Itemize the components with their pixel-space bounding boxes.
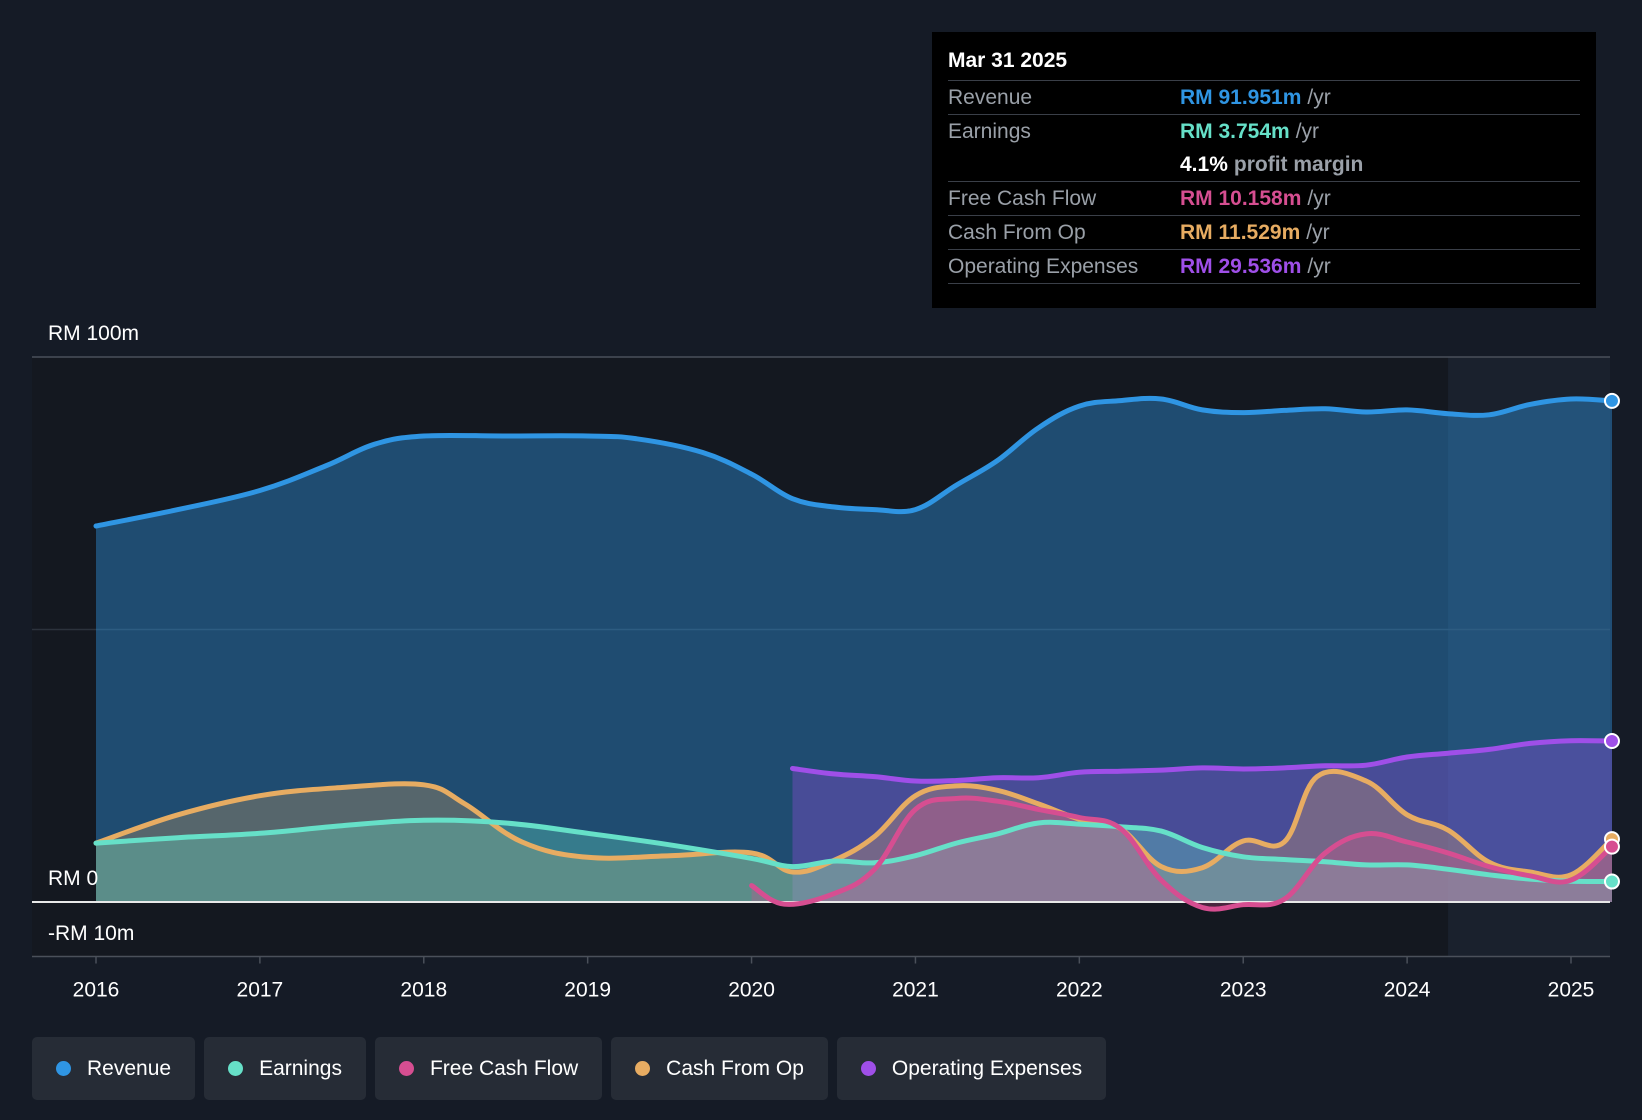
line-operating-expenses (790, 738, 1615, 784)
x-tick-label: 2025 (1548, 979, 1595, 1002)
legend: Revenue Earnings Free Cash Flow Cash Fro… (32, 1037, 1107, 1100)
endpoint-revenue (1603, 392, 1620, 409)
y-tick-label: RM 100m (48, 322, 139, 345)
tooltip-row-cfo: Cash From Op RM 11.529m /yr (948, 216, 1580, 250)
y-tick-label: RM 0 (48, 867, 98, 890)
area-free-cash-flow (751, 798, 1612, 910)
tooltip-unit: /yr (1306, 220, 1330, 244)
tooltip-value: RM 11.529m (1180, 220, 1301, 244)
x-tick-label: 2016 (73, 979, 120, 1002)
legend-label: Free Cash Flow (429, 1056, 579, 1080)
tooltip-unit: /yr (1307, 186, 1331, 210)
tooltip-label: Earnings (948, 119, 1031, 143)
tooltip-value: RM 10.158m (1180, 186, 1302, 210)
tooltip-row-opex: Operating Expenses RM 29.536m /yr (948, 250, 1580, 284)
legend-item-earnings[interactable]: Earnings (204, 1037, 366, 1100)
x-tick-label: 2020 (728, 979, 775, 1002)
legend-dot-icon (56, 1061, 71, 1076)
line-earnings (93, 817, 1615, 885)
tooltip-value: RM 91.951m (1180, 85, 1302, 109)
x-tick-label: 2024 (1384, 979, 1431, 1002)
legend-item-free-cash-flow[interactable]: Free Cash Flow (374, 1037, 603, 1100)
tooltip-unit: /yr (1307, 254, 1331, 278)
tooltip-date: Mar 31 2025 (948, 46, 1580, 81)
x-tick-label: 2022 (1056, 979, 1103, 1002)
legend-label: Revenue (87, 1056, 172, 1080)
area-operating-expenses (792, 740, 1612, 902)
x-tick-label: 2023 (1220, 979, 1267, 1002)
tooltip-label: Cash From Op (948, 220, 1086, 244)
x-tick-label: 2019 (564, 979, 611, 1002)
tooltip-unit: /yr (1295, 119, 1320, 143)
tooltip-panel: Mar 31 2025 Revenue RM 91.951m /yr Earni… (932, 32, 1596, 308)
tooltip-label: Revenue (948, 85, 1033, 109)
x-tick-label: 2018 (400, 979, 447, 1002)
legend-dot-icon (398, 1061, 414, 1076)
legend-item-cash-from-op[interactable]: Cash From Op (611, 1037, 828, 1100)
line-revenue (93, 395, 1615, 529)
area-cash-from-op (96, 771, 1612, 902)
tooltip-label: Operating Expenses (948, 254, 1139, 278)
endpoint-operating-expenses (1603, 733, 1620, 750)
area-earnings (96, 820, 1612, 902)
tooltip-label: Free Cash Flow (948, 186, 1097, 210)
plot-background (32, 357, 1610, 957)
tooltip-value: RM 29.536m (1180, 254, 1302, 278)
legend-label: Earnings (259, 1056, 342, 1080)
tooltip-value: RM 3.754m (1180, 119, 1290, 143)
legend-dot-icon (860, 1061, 876, 1076)
x-tick-label: 2021 (892, 979, 939, 1002)
endpoint-earnings (1603, 873, 1620, 890)
legend-dot-icon (228, 1061, 244, 1076)
y-tick-label: -RM 10m (48, 922, 134, 945)
tooltip-margin-label: profit margin (1233, 152, 1364, 176)
line-free-cash-flow (749, 795, 1615, 912)
legend-label: Operating Expenses (891, 1056, 1083, 1080)
x-tick-label: 2017 (237, 979, 284, 1002)
tooltip-margin-value: 4.1% (1180, 152, 1228, 176)
tooltip-row-earnings: Earnings RM 3.754m /yr (948, 115, 1580, 148)
tooltip-row-margin: 4.1% profit margin (948, 148, 1580, 182)
line-cash-from-op (93, 768, 1615, 880)
tooltip-unit: /yr (1307, 85, 1331, 109)
tooltip-row-revenue: Revenue RM 91.951m /yr (948, 81, 1580, 115)
endpoint-free-cash-flow (1603, 838, 1620, 855)
tooltip-row-fcf: Free Cash Flow RM 10.158m /yr (948, 182, 1580, 216)
legend-item-revenue[interactable]: Revenue (32, 1037, 196, 1100)
legend-label: Cash From Op (666, 1056, 804, 1080)
legend-item-operating-expenses[interactable]: Operating Expenses (836, 1037, 1107, 1100)
legend-dot-icon (635, 1061, 651, 1076)
recent-period-shading (1448, 357, 1610, 957)
area-revenue (96, 398, 1612, 902)
